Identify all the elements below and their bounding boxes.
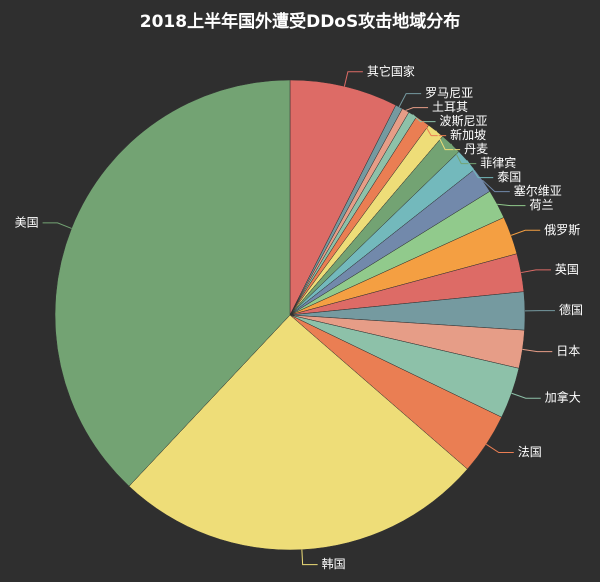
leader-line — [405, 107, 429, 111]
leader-line — [422, 120, 447, 137]
slice-label: 新加坡 — [450, 127, 486, 142]
slice-label: 美国 — [15, 215, 39, 229]
slice-label: 韩国 — [322, 556, 346, 571]
slice-label: 丹麦 — [464, 142, 488, 156]
leader-line — [485, 443, 514, 454]
slice-label: 俄罗斯 — [544, 223, 580, 237]
slice-label: 德国 — [559, 302, 583, 317]
leader-line — [466, 160, 494, 179]
leader-line — [42, 222, 72, 229]
slice-label: 土耳其 — [432, 100, 468, 114]
slice-label: 加拿大 — [545, 390, 581, 405]
leader-line — [497, 203, 526, 207]
slice-label: 英国 — [555, 262, 579, 276]
leader-line — [522, 348, 553, 353]
leader-line — [435, 130, 461, 151]
slice-label: 其它国家 — [367, 63, 415, 78]
slice-label: 日本 — [556, 344, 580, 358]
leader-line — [510, 229, 541, 236]
pie-slice — [289, 79, 397, 316]
leader-line — [482, 179, 510, 193]
chart-title: 2018上半年国外遭受DDoS攻击地域分布 — [140, 11, 460, 32]
leader-line — [511, 392, 541, 399]
leader-line — [343, 71, 363, 87]
slice-label: 塞尔维亚 — [514, 183, 562, 198]
slice-label: 荷兰 — [529, 198, 553, 212]
slice-label: 泰国 — [497, 170, 521, 184]
slice-label: 波斯尼亚 — [440, 114, 488, 128]
leader-line — [450, 143, 477, 165]
slice-label: 罗马尼亚 — [425, 86, 473, 100]
pie-slice — [128, 314, 468, 551]
leader-line — [521, 269, 551, 274]
slice-label: 菲律宾 — [480, 155, 516, 170]
leader-line — [398, 93, 422, 108]
leader-line — [301, 549, 318, 566]
slice-label: 法国 — [518, 445, 542, 459]
leader-line — [412, 114, 436, 123]
